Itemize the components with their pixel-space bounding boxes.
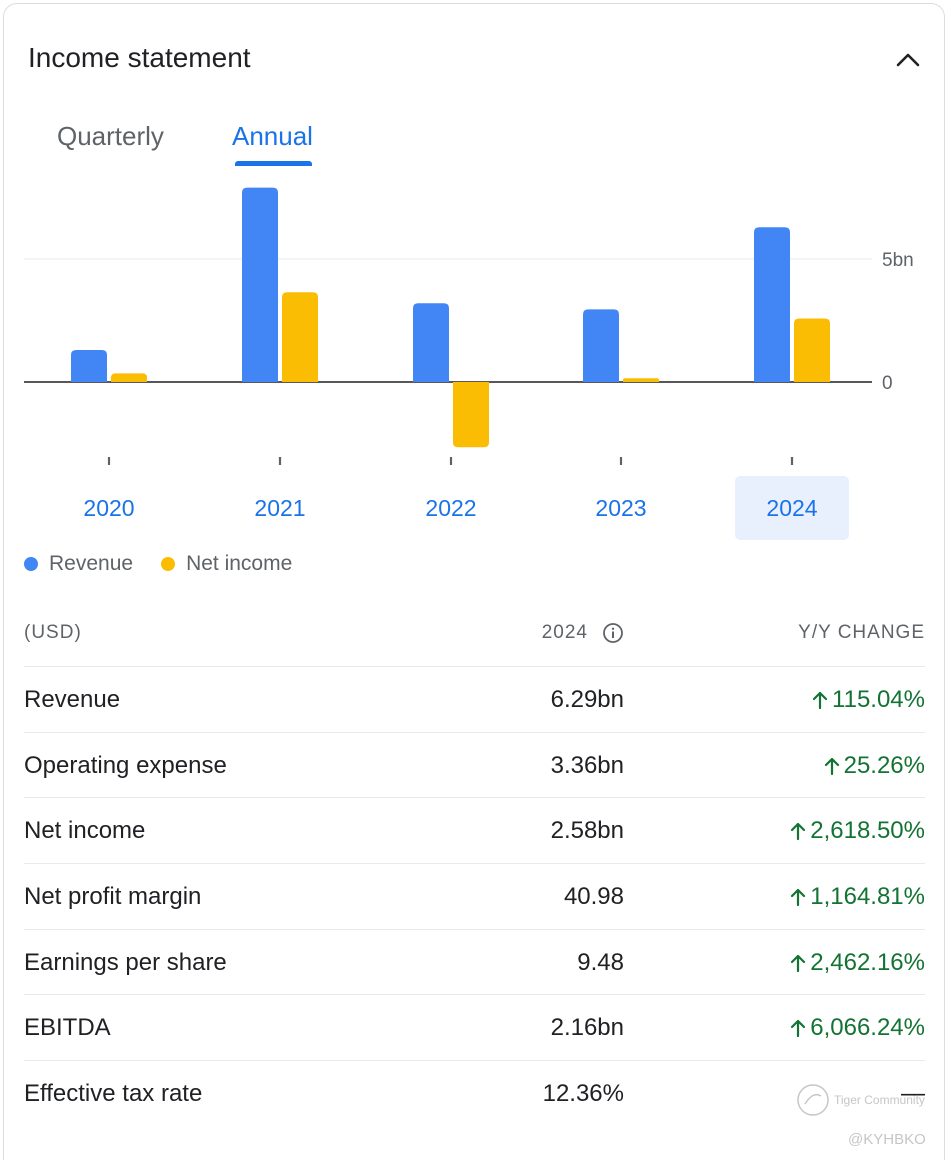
row-change-value: 2,618.50% xyxy=(810,817,925,845)
year-tab-2020[interactable]: 2020 xyxy=(83,495,134,521)
row-change: 115.04% xyxy=(811,686,925,714)
bar-net-income-2024[interactable] xyxy=(794,318,830,382)
row-change-value: 6,066.24% xyxy=(810,1014,925,1042)
tab-annual[interactable]: Annual xyxy=(232,121,313,151)
year-header: 2024 xyxy=(542,622,624,644)
legend-item-net-income: Net income xyxy=(161,552,292,576)
year-header-label: 2024 xyxy=(541,622,588,643)
change-header: Y/Y CHANGE xyxy=(798,622,925,643)
chevron-up-icon[interactable] xyxy=(892,44,924,76)
table-row: Effective tax rate 12.36% — xyxy=(24,1061,925,1127)
arrow-up-icon xyxy=(791,954,806,972)
y-tick-label: 0 xyxy=(882,373,893,394)
row-label: EBITDA xyxy=(24,1014,111,1042)
row-change-value: 115.04% xyxy=(832,686,925,713)
row-label: Net income xyxy=(24,817,146,845)
row-value: 3.36bn xyxy=(550,751,624,779)
active-tab-indicator xyxy=(235,161,312,166)
row-label: Earnings per share xyxy=(24,948,227,976)
row-change: 1,164.81% xyxy=(789,883,925,911)
income-bar-chart: 0 5bn 2020 2021 2022 2023 2024 xyxy=(24,187,914,540)
bar-revenue-2022[interactable] xyxy=(413,303,449,382)
table-row: Net income 2.58bn 2,618.50% xyxy=(24,798,925,865)
tab-quarterly[interactable]: Quarterly xyxy=(57,121,164,151)
year-tab-2021[interactable]: 2021 xyxy=(254,495,305,521)
arrow-up-icon xyxy=(791,1020,806,1038)
chart-legend: Revenue Net income xyxy=(24,552,320,576)
arrow-up-icon xyxy=(791,888,806,907)
row-change: — xyxy=(901,1080,925,1108)
row-change-value: — xyxy=(901,1080,925,1108)
bar-net-income-2022[interactable] xyxy=(453,382,489,448)
table-row: Earnings per share 9.48 2,462.16% xyxy=(24,930,925,996)
year-tab-2024[interactable]: 2024 xyxy=(766,495,817,521)
card-title: Income statement xyxy=(28,42,251,73)
row-label: Net profit margin xyxy=(24,883,202,911)
row-value: 6.29bn xyxy=(550,686,624,713)
row-label: Effective tax rate xyxy=(24,1080,203,1108)
row-label: Revenue xyxy=(24,686,121,713)
row-value: 2.16bn xyxy=(550,1014,624,1042)
legend-label-net-income: Net income xyxy=(186,552,293,575)
bar-revenue-2020[interactable] xyxy=(71,350,107,382)
legend-dot-net-income xyxy=(161,557,176,571)
year-tab-2022[interactable]: 2022 xyxy=(425,495,476,521)
income-statement-card: Income statement Quarterly Annual xyxy=(3,3,945,1160)
arrow-up-icon xyxy=(824,757,839,775)
financials-table: (USD) 2024 Y/Y CHANGE Revenue 6.29bn 115.0… xyxy=(24,600,925,1127)
row-value: 12.36% xyxy=(542,1080,624,1108)
table-row: Net profit margin 40.98 1,164.81% xyxy=(24,864,925,930)
year-tab-2023[interactable]: 2023 xyxy=(595,495,646,521)
bar-net-income-2023[interactable] xyxy=(623,378,659,382)
row-label: Operating expense xyxy=(24,751,227,779)
bar-net-income-2020[interactable] xyxy=(111,373,147,382)
bar-revenue-2024[interactable] xyxy=(754,227,790,382)
row-value: 9.48 xyxy=(577,948,624,976)
table-header: (USD) 2024 Y/Y CHANGE xyxy=(24,600,925,667)
row-value: 2.58bn xyxy=(550,817,624,845)
table-row: EBITDA 2.16bn 6,066.24% xyxy=(24,995,925,1062)
arrow-up-icon xyxy=(791,823,806,841)
info-icon[interactable] xyxy=(602,622,624,644)
table-row: Revenue 6.29bn 115.04% xyxy=(24,667,925,733)
row-change: 25.26% xyxy=(823,752,925,780)
legend-dot-revenue xyxy=(24,557,38,571)
row-value: 40.98 xyxy=(563,883,624,911)
arrow-up-icon xyxy=(812,691,828,710)
row-change: 2,618.50% xyxy=(789,817,925,845)
watermark: Tiger Community xyxy=(796,1083,925,1117)
row-change: 6,066.24% xyxy=(789,1014,925,1042)
table-body: Revenue 6.29bn 115.04% Operating expense 3.3… xyxy=(24,667,925,1127)
legend-item-revenue: Revenue xyxy=(24,552,133,576)
bar-revenue-2023[interactable] xyxy=(583,309,619,382)
legend-label-revenue: Revenue xyxy=(49,552,134,575)
row-change-value: 25.26% xyxy=(843,751,925,779)
row-change: 2,462.16% xyxy=(789,949,925,977)
watermark-handle: @KYHBKO xyxy=(848,1131,926,1148)
table-row: Operating expense 3.36bn 25.26% xyxy=(24,733,925,799)
bar-revenue-2021[interactable] xyxy=(242,187,278,382)
y-tick-label: 5bn xyxy=(882,250,914,271)
selected-year-highlight xyxy=(735,476,849,540)
row-change-value: 2,462.16% xyxy=(810,948,925,976)
watermark-text: Tiger Community xyxy=(834,1093,925,1107)
bar-net-income-2021[interactable] xyxy=(282,292,318,382)
unit-header: (USD) xyxy=(24,622,82,643)
row-change-value: 1,164.81% xyxy=(810,883,925,911)
tiger-logo-icon xyxy=(797,1084,829,1116)
